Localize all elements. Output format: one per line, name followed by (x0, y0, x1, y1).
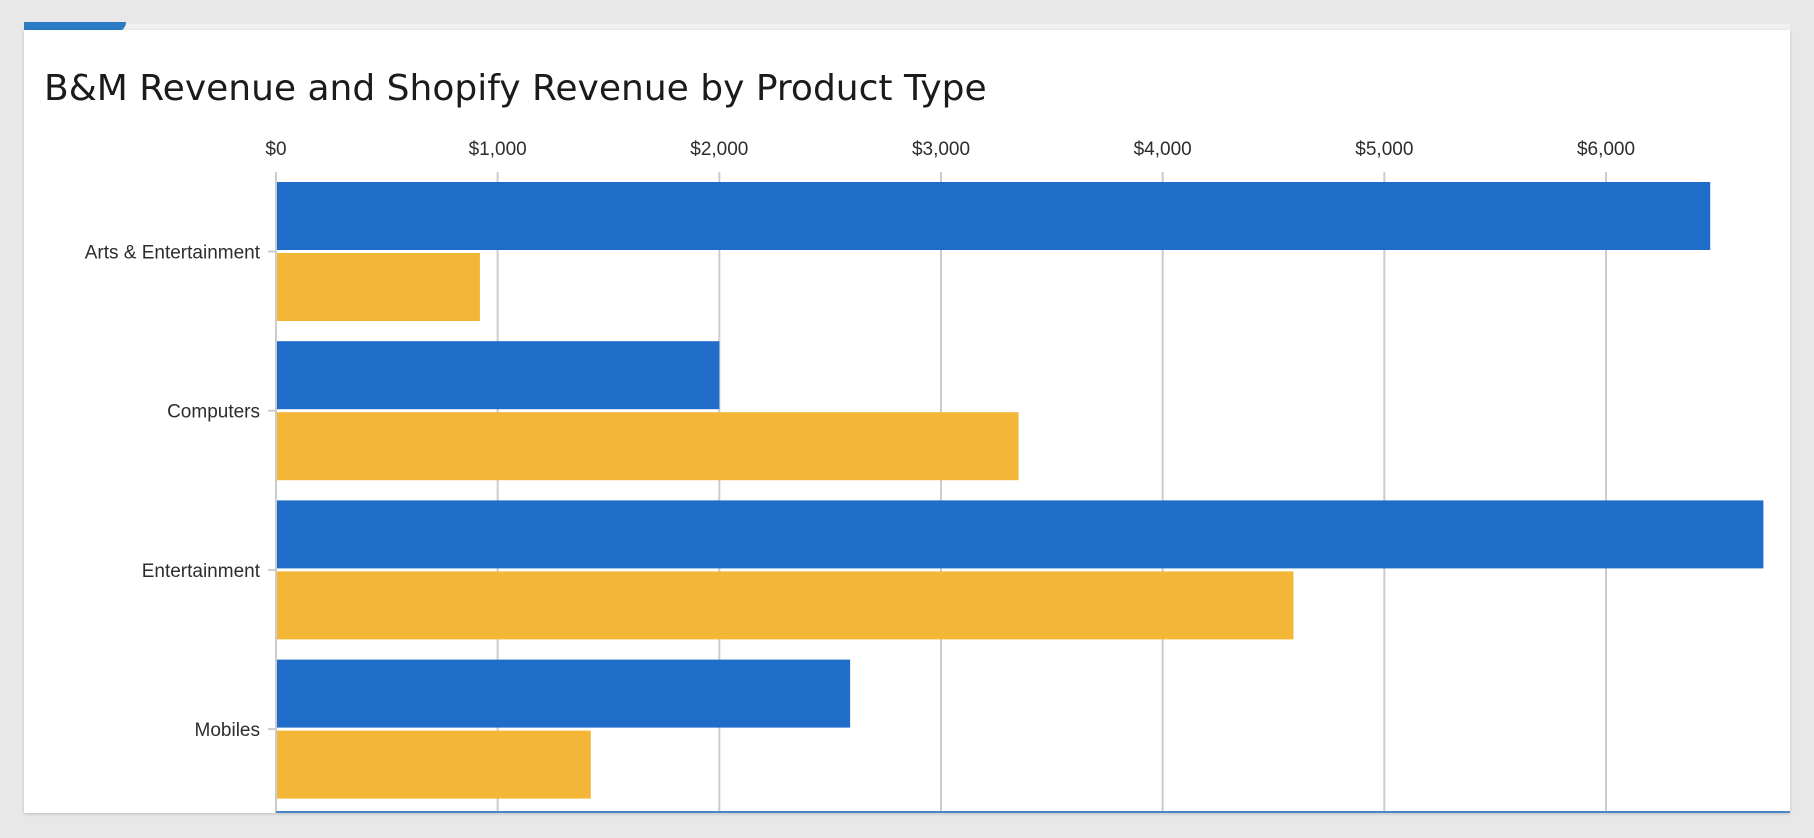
x-tick-label: $0 (265, 139, 286, 160)
x-tick-label: $2,000 (690, 139, 748, 160)
bar (276, 182, 1710, 250)
bar (276, 660, 850, 728)
x-tick-label: $4,000 (1134, 139, 1192, 160)
bar (276, 571, 1293, 639)
category-label: Arts & Entertainment (85, 243, 261, 264)
x-tick-label: $5,000 (1355, 139, 1413, 160)
bar (276, 412, 1019, 480)
bar-chart: $0 $1,000 $2,000 $3,000 $4,000 $5,000 $6,000 A… (24, 30, 1790, 813)
chart-card: B&M Revenue and Shopify Revenue by Produ… (24, 30, 1790, 813)
bar (276, 731, 591, 799)
bar (276, 500, 1763, 568)
x-axis-ticks: $0 $1,000 $2,000 $3,000 $4,000 $5,000 $6,000 (265, 139, 1635, 160)
category-label: Computers (167, 402, 260, 423)
category-label: Entertainment (142, 561, 261, 582)
y-axis-categories: Arts & Entertainment Computers Entertainme… (85, 243, 276, 742)
bars (276, 182, 1763, 799)
bar (276, 341, 719, 409)
x-tick-label: $6,000 (1577, 139, 1635, 160)
x-tick-label: $1,000 (469, 139, 527, 160)
bar (276, 253, 480, 321)
category-label: Mobiles (195, 720, 260, 741)
x-tick-label: $3,000 (912, 139, 970, 160)
